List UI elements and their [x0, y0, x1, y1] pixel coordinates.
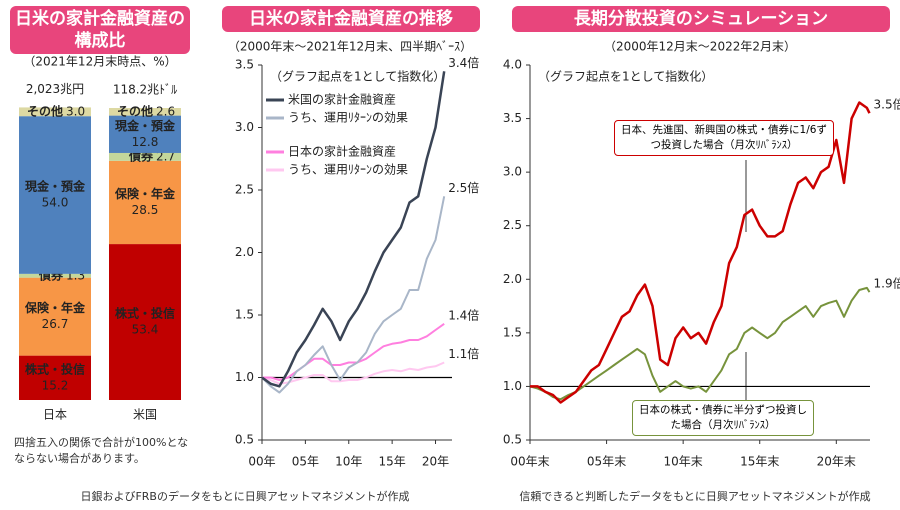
x-tick-label: 05年 — [292, 455, 319, 469]
y-tick-label: 1.0 — [235, 370, 254, 384]
data-label: 12.8 — [132, 135, 159, 149]
segment-name: 現金・預金 — [115, 118, 176, 133]
bar-segment — [109, 108, 181, 116]
data-label: 3.0 — [66, 104, 85, 118]
y-tick-label: 3.0 — [503, 165, 522, 179]
bar-segment — [19, 273, 91, 278]
data-label: 26.7 — [42, 317, 69, 331]
data-label: 54.0 — [42, 196, 69, 210]
x-tick-label: 05年末 — [587, 455, 626, 469]
chart-title: 長期分散投資のシミュレーション — [512, 6, 890, 32]
segment-name: 保険・年金 — [24, 300, 86, 315]
x-tick-label: 10年末 — [664, 455, 703, 469]
y-tick-label: 3.0 — [235, 120, 254, 134]
segment-name: その他 — [27, 103, 63, 118]
y-tick-label: 4.0 — [503, 58, 522, 72]
y-tick-label: 0.5 — [503, 433, 522, 447]
y-tick-label: 1.5 — [235, 308, 254, 322]
y-tick-label: 2.0 — [235, 245, 254, 259]
end-label: 1.4倍 — [448, 307, 479, 322]
bar-segment — [109, 244, 181, 400]
series-line — [261, 71, 446, 388]
annotation: （グラフ起点を1として指数化） — [270, 69, 445, 84]
y-tick-label: 2.0 — [503, 272, 522, 286]
x-tick-label: 15年末 — [740, 455, 779, 469]
bar-segment — [19, 107, 91, 117]
annotation: （グラフ起点を1として指数化） — [538, 69, 713, 84]
segment-name: 株式・投信 — [25, 361, 85, 376]
series-line — [530, 101, 871, 404]
end-label: 3.5倍 — [874, 97, 900, 112]
segment-name: 現金・預金 — [25, 179, 86, 194]
source: 日銀およびFRBのデータをもとに日興アセットマネジメントが作成 — [80, 490, 410, 503]
chart-subtitle: （2021年12月末時点、%） — [23, 55, 176, 69]
y-tick-label: 2.5 — [503, 218, 522, 232]
data-label: 2.6 — [156, 104, 175, 118]
total-label: 118.2兆ﾄﾞﾙ — [113, 83, 177, 97]
series-line — [261, 361, 445, 385]
bar-segment — [19, 116, 91, 274]
y-tick-label: 0.5 — [235, 433, 254, 447]
segment-name: 保険・年金 — [114, 186, 176, 201]
x-tick-label: 日本 — [43, 408, 67, 422]
end-label: 3.4倍 — [448, 55, 479, 70]
segment-name: 株式・投信 — [115, 306, 175, 321]
data-label: 28.5 — [132, 203, 159, 217]
legend-label: 日本の家計金融資産 — [288, 144, 396, 159]
y-tick-label: 3.5 — [235, 58, 254, 72]
end-label: 1.1倍 — [448, 346, 479, 361]
chart-subtitle: （2000年12月末～2022年2月末） — [604, 40, 796, 54]
y-tick-label: 1.5 — [503, 325, 522, 339]
chart-subtitle: （2000年末～2021年12月末、四半期ﾍﾞｰｽ） — [228, 40, 472, 54]
end-label: 1.9倍 — [874, 276, 900, 291]
x-tick-label: 15年 — [378, 455, 405, 469]
bar-segment — [19, 277, 91, 356]
bar-segment — [109, 160, 181, 245]
source: 信頼できると判断したデータをもとに日興アセットマネジメントが作成 — [519, 490, 871, 503]
x-tick-label: 00年末 — [510, 455, 549, 469]
series-line — [529, 286, 871, 401]
data-label: 53.4 — [132, 323, 159, 337]
bar-segment — [109, 152, 181, 161]
x-tick-label: 20年末 — [817, 455, 856, 469]
x-tick-label: 10年 — [335, 455, 362, 469]
y-tick-label: 3.5 — [503, 111, 522, 125]
chart-title: 日米の家計金融資産の推移 — [222, 6, 480, 32]
legend-label: うち、運用ﾘﾀｰﾝの効果 — [288, 110, 408, 125]
x-tick-label: 米国 — [133, 408, 157, 422]
segment-name: その他 — [117, 103, 153, 118]
data-label: 15.2 — [42, 378, 69, 392]
legend-label: うち、運用ﾘﾀｰﾝの効果 — [288, 162, 408, 177]
series-line — [262, 322, 445, 381]
bar-segment — [19, 355, 91, 400]
x-tick-label: 20年 — [422, 455, 449, 469]
footnote: 四捨五入の関係で合計が100%となならない場合があります。 — [14, 436, 189, 465]
bar-segment — [109, 115, 181, 153]
legend-label: 米国の家計金融資産 — [288, 92, 396, 107]
series-callout: 日本の株式・債券に半分ずつ投資した場合（月次ﾘﾊﾞﾗﾝｽ） — [632, 400, 814, 436]
total-label: 2,023兆円 — [26, 82, 84, 96]
y-tick-label: 1.0 — [503, 379, 522, 393]
series-callout: 日本、先進国、新興国の株式・債券に1/6ずつ投資した場合（月次ﾘﾊﾞﾗﾝｽ） — [614, 120, 834, 156]
x-tick-label: 00年 — [248, 455, 275, 469]
series-line — [261, 196, 446, 394]
chart-title: 日米の家計金融資産の構成比 — [10, 6, 190, 54]
y-tick-label: 2.5 — [235, 183, 254, 197]
end-label: 2.5倍 — [448, 180, 479, 195]
